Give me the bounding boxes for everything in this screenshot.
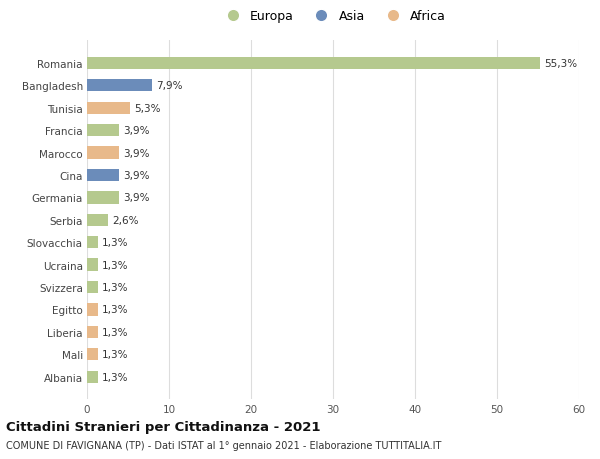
Text: 2,6%: 2,6% [112,215,139,225]
Text: 1,3%: 1,3% [102,305,128,315]
Bar [87,147,119,159]
Text: 7,9%: 7,9% [156,81,182,91]
Text: 3,9%: 3,9% [123,148,149,158]
Text: 1,3%: 1,3% [102,282,128,292]
Bar [87,348,98,361]
Bar [87,125,119,137]
Bar [87,371,98,383]
Bar [87,281,98,294]
Text: 3,9%: 3,9% [123,126,149,136]
Bar [87,80,152,92]
Bar [87,236,98,249]
Bar [87,169,119,182]
Text: 55,3%: 55,3% [545,59,578,69]
Text: 1,3%: 1,3% [102,372,128,382]
Bar [87,326,98,338]
Bar [87,214,109,226]
Bar [87,259,98,271]
Bar [87,304,98,316]
Text: 1,3%: 1,3% [102,260,128,270]
Legend: Europa, Asia, Africa: Europa, Asia, Africa [215,5,451,28]
Text: 1,3%: 1,3% [102,238,128,248]
Text: Cittadini Stranieri per Cittadinanza - 2021: Cittadini Stranieri per Cittadinanza - 2… [6,420,320,433]
Bar [87,192,119,204]
Text: 3,9%: 3,9% [123,193,149,203]
Text: 1,3%: 1,3% [102,327,128,337]
Text: 1,3%: 1,3% [102,350,128,359]
Text: COMUNE DI FAVIGNANA (TP) - Dati ISTAT al 1° gennaio 2021 - Elaborazione TUTTITAL: COMUNE DI FAVIGNANA (TP) - Dati ISTAT al… [6,440,442,450]
Text: 3,9%: 3,9% [123,171,149,180]
Bar [87,57,541,70]
Text: 5,3%: 5,3% [134,103,161,113]
Bar [87,102,130,115]
